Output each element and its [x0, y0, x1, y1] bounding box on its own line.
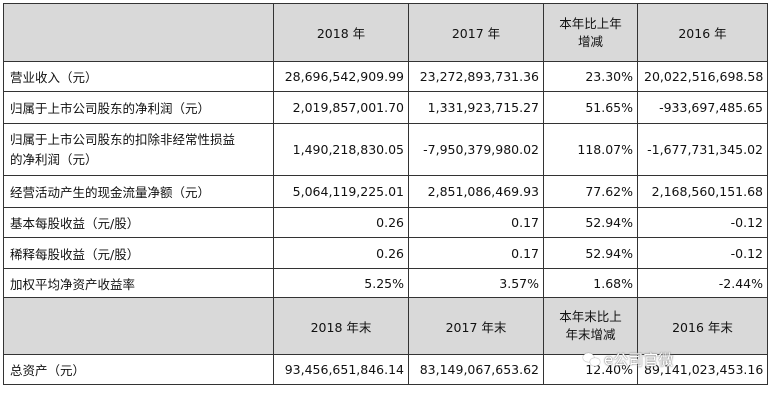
- cell-2018: 0.26: [273, 207, 409, 238]
- header-change: 本年比上年 增减: [543, 3, 638, 62]
- table-row: 归属于上市公司股东的净利润（元） 2,019,857,001.70 1,331,…: [3, 91, 768, 124]
- financial-summary-table: 2018 年 2017 年 本年比上年 增减 2016 年 营业收入（元） 28…: [3, 3, 768, 385]
- cell-change: 118.07%: [543, 123, 638, 176]
- row-label: 归属于上市公司股东的净利润（元）: [3, 91, 274, 124]
- cell-2018: 1,490,218,830.05: [273, 123, 409, 176]
- cell-change: 52.94%: [543, 237, 638, 269]
- cell-2016: -0.12: [637, 237, 768, 269]
- table-row: 稀释每股收益（元/股） 0.26 0.17 52.94% -0.12: [3, 237, 768, 269]
- cell-2017: 0.17: [408, 207, 544, 238]
- cell-change: 52.94%: [543, 207, 638, 238]
- cell-2017: 3.57%: [408, 268, 544, 298]
- header-2017: 2017 年: [408, 3, 544, 62]
- watermark-text: e公司官微: [604, 351, 674, 369]
- cell-2018: 0.26: [273, 237, 409, 269]
- table-row: 基本每股收益（元/股） 0.26 0.17 52.94% -0.12: [3, 207, 768, 238]
- cell-2017: 1,331,923,715.27: [408, 91, 544, 124]
- header-2017-end: 2017 年末: [408, 297, 544, 355]
- cell-2016: -0.12: [637, 207, 768, 238]
- header-corner-cell: [3, 297, 274, 355]
- row-label: 经营活动产生的现金流量净额（元）: [3, 175, 274, 208]
- table-header-row-period-end: 2018 年末 2017 年末 本年末比上 年末增减 2016 年末: [3, 297, 768, 355]
- wechat-icon: [583, 352, 601, 367]
- cell-2016: -2.44%: [637, 268, 768, 298]
- cell-2017: -7,950,379,980.02: [408, 123, 544, 176]
- table-header-row: 2018 年 2017 年 本年比上年 增减 2016 年: [3, 3, 768, 62]
- table-row: 总资产（元） 93,456,651,846.14 83,149,067,653.…: [3, 354, 768, 385]
- cell-2017: 83,149,067,653.62: [408, 354, 544, 385]
- table-row: 加权平均净资产收益率 5.25% 3.57% 1.68% -2.44%: [3, 268, 768, 298]
- row-label: 归属于上市公司股东的扣除非经常性损益 的净利润（元）: [3, 123, 274, 176]
- cell-2018: 2,019,857,001.70: [273, 91, 409, 124]
- cell-2018: 28,696,542,909.99: [273, 61, 409, 92]
- cell-2018: 5.25%: [273, 268, 409, 298]
- row-label: 稀释每股收益（元/股）: [3, 237, 274, 269]
- cell-2018: 93,456,651,846.14: [273, 354, 409, 385]
- header-2018: 2018 年: [273, 3, 409, 62]
- cell-2016: 89,141,023,453.16: [637, 354, 768, 385]
- cell-2017: 23,272,893,731.36: [408, 61, 544, 92]
- table-row: 归属于上市公司股东的扣除非经常性损益 的净利润（元） 1,490,218,830…: [3, 123, 768, 176]
- cell-change: 1.68%: [543, 268, 638, 298]
- cell-2018: 5,064,119,225.01: [273, 175, 409, 208]
- cell-2016: 2,168,560,151.68: [637, 175, 768, 208]
- cell-change: 23.30%: [543, 61, 638, 92]
- row-label: 基本每股收益（元/股）: [3, 207, 274, 238]
- header-change-end: 本年末比上 年末增减: [543, 297, 638, 355]
- header-2016: 2016 年: [637, 3, 768, 62]
- cell-2016: -933,697,485.65: [637, 91, 768, 124]
- table-row: 经营活动产生的现金流量净额（元） 5,064,119,225.01 2,851,…: [3, 175, 768, 208]
- row-label: 总资产（元）: [3, 354, 274, 385]
- table-row: 营业收入（元） 28,696,542,909.99 23,272,893,731…: [3, 61, 768, 92]
- cell-2017: 0.17: [408, 237, 544, 269]
- row-label: 营业收入（元）: [3, 61, 274, 92]
- cell-2016: 20,022,516,698.58: [637, 61, 768, 92]
- cell-change: 51.65%: [543, 91, 638, 124]
- row-label: 加权平均净资产收益率: [3, 268, 274, 298]
- header-2018-end: 2018 年末: [273, 297, 409, 355]
- header-2016-end: 2016 年末: [637, 297, 768, 355]
- cell-2017: 2,851,086,469.93: [408, 175, 544, 208]
- cell-2016: -1,677,731,345.02: [637, 123, 768, 176]
- cell-change: 77.62%: [543, 175, 638, 208]
- watermark: e公司官微: [583, 349, 673, 370]
- header-corner-cell: [3, 3, 274, 62]
